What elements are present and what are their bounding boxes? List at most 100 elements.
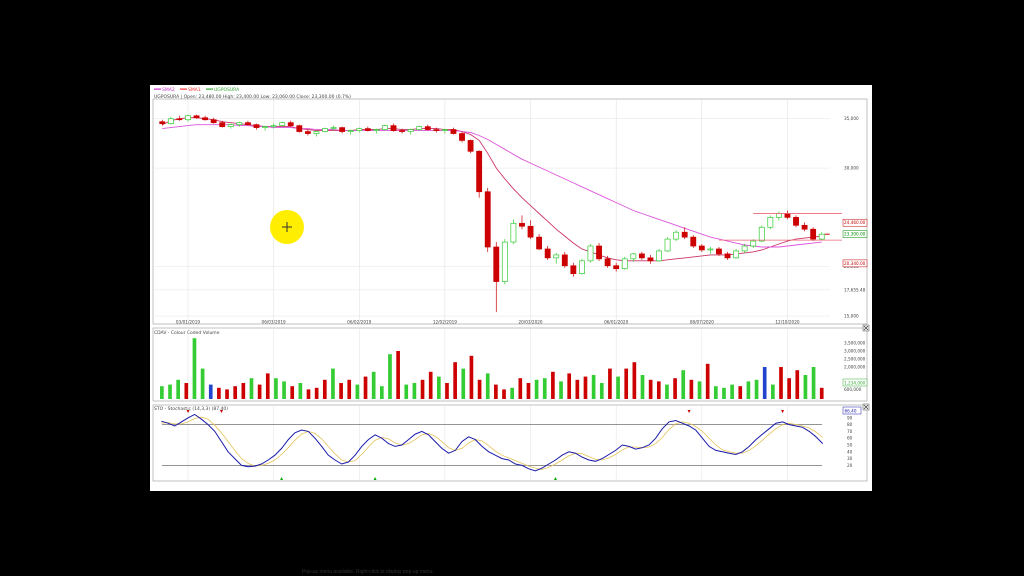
volume-bar-57: [624, 368, 629, 399]
date-tick-1: 06/03/2019: [262, 320, 286, 325]
candle-16: [296, 124, 303, 133]
volume-bar-59: [640, 375, 645, 399]
volume-bar-60: [648, 379, 653, 399]
candle-61: [681, 227, 688, 240]
candle-59: [664, 237, 671, 252]
volume-bar-4: [192, 338, 197, 399]
candle-66: [724, 251, 731, 260]
candle-64: [707, 247, 714, 254]
volume-bar-27: [379, 386, 384, 399]
volume-bar-74: [762, 367, 767, 399]
candle-51: [596, 243, 602, 261]
stochastic-badge-text: 66.40: [845, 409, 857, 414]
volume-tick-5: 600,000: [844, 387, 862, 392]
volume-tick-0: 3,500,000: [844, 341, 866, 346]
volume-bar-71: [738, 386, 743, 399]
candle-32: [433, 127, 440, 133]
sell-signal-marker-1: [219, 410, 223, 413]
volume-bar-80: [811, 367, 816, 399]
volume-bar-5: [200, 368, 205, 399]
candle-52: [604, 255, 611, 268]
stoch-line-k: [161, 413, 824, 472]
volume-bar-41: [494, 384, 498, 399]
candle-3: [185, 114, 191, 122]
stoch-tick-4: 50: [847, 443, 853, 448]
stochastic-badge: 66.40: [842, 406, 862, 415]
volume-bar-46: [534, 379, 539, 399]
date-tick-5: 06/01/2020: [604, 320, 628, 325]
volume-bar-50: [567, 373, 572, 399]
volume-panel[interactable]: CDAV - Colour Coded Volume 3,500,000 3,00…: [152, 324, 870, 402]
candle-39: [493, 242, 500, 313]
candle-65: [716, 247, 722, 256]
top-legend: SMA2 SMA1 UGPOSURA: [154, 87, 240, 93]
candle-5: [202, 115, 209, 121]
volume-bar-75: [771, 384, 775, 399]
volume-bar-38: [469, 355, 474, 399]
date-tick-2: 06/02/2019: [347, 320, 371, 325]
candle-35: [459, 131, 465, 143]
stoch-tick-1: 80: [847, 422, 853, 427]
price-badge-0: 24,460.00: [844, 220, 866, 225]
candle-45: [544, 246, 551, 260]
volume-badge-text: 1,234,000: [844, 381, 866, 386]
candle-69: [750, 239, 757, 248]
volume-bar-21: [331, 368, 335, 399]
candle-44: [536, 234, 543, 250]
volume-bar-2: [176, 379, 180, 399]
candle-50: [587, 244, 594, 263]
volume-panel-close-icon[interactable]: [862, 324, 870, 332]
price-panel[interactable]: SMA2 SMA1 UGPOSURA UGPOSURA | Open: 23,480…: [152, 87, 868, 325]
legend-label-1: SMA1: [188, 87, 201, 93]
volume-bar-8: [225, 389, 229, 399]
sell-signal-marker-0: [186, 410, 190, 413]
volume-bar-17: [298, 383, 303, 399]
candle-9: [236, 121, 243, 127]
volume-bar-18: [306, 389, 311, 399]
date-tick-6: 08/07/2020: [690, 320, 714, 325]
volume-bar-31: [412, 383, 417, 399]
candle-20: [330, 125, 337, 131]
volume-bar-42: [502, 389, 506, 399]
volume-tick-3: 2,000,000: [844, 365, 866, 370]
candle-36: [467, 139, 474, 154]
volume-bar-6: [208, 384, 213, 399]
volume-bar-34: [437, 376, 441, 399]
price-tick-3: 17,655.48: [844, 287, 866, 292]
chart-canvas[interactable]: SMA2 SMA1 UGPOSURA UGPOSURA | Open: 23,480…: [150, 85, 872, 491]
candle-40: [501, 239, 508, 285]
volume-bar-7: [217, 387, 221, 399]
volume-bar-77: [787, 378, 791, 399]
price-badge-1: 23,300.00: [844, 232, 866, 237]
candle-77: [818, 232, 825, 241]
stochastic-panel-close-icon[interactable]: [862, 403, 870, 411]
stoch-tick-6: 30: [847, 456, 853, 461]
volume-bar-67: [705, 363, 710, 399]
candle-15: [287, 120, 294, 127]
date-tick-3: 12/02/2019: [433, 320, 457, 325]
volume-bar-16: [290, 386, 295, 399]
price-grid: [153, 99, 830, 321]
candle-71: [767, 215, 774, 230]
volume-tick-1: 3,000,000: [844, 349, 866, 354]
candle-58: [656, 248, 662, 262]
candle-53: [613, 262, 620, 272]
volume-title: CDAV - Colour Coded Volume: [154, 330, 220, 336]
volume-bar-72: [746, 381, 751, 399]
candle-2: [176, 115, 183, 121]
price-badges: 24,460.00 23,300.00 20,340.00: [824, 218, 868, 268]
candle-67: [733, 248, 739, 259]
volume-bars: [160, 338, 824, 399]
volume-bar-64: [681, 370, 686, 399]
candle-70: [758, 225, 765, 243]
candle-57: [647, 254, 654, 264]
candle-23: [356, 127, 363, 133]
crosshair-icon: [282, 222, 292, 232]
stochastic-panel[interactable]: STO - Stochastic (14,3,3) (87.40) 90 80 70…: [152, 403, 870, 482]
stoch-tick-0: 90: [847, 415, 853, 420]
price-tick-4: 15,000: [844, 314, 859, 319]
volume-bar-10: [241, 383, 246, 399]
volume-bar-0: [160, 386, 164, 399]
volume-bar-63: [673, 378, 677, 399]
